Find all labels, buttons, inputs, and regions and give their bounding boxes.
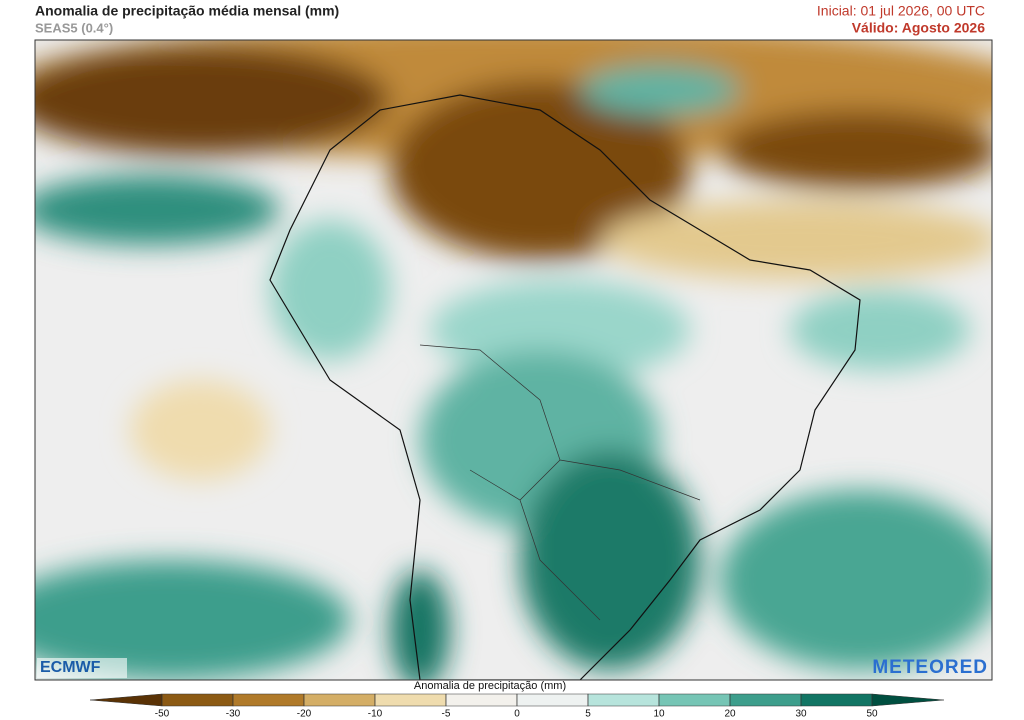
initial-date: Inicial: 01 jul 2026, 00 UTC — [817, 3, 985, 19]
logo-meteored: METEORED — [872, 657, 988, 678]
subtitle: SEAS5 (0.4°) — [35, 20, 113, 35]
colorbar-arrow-left — [89, 693, 163, 707]
colorbar: -50 -30 -20 -10 -5 0 5 10 20 30 50 — [89, 693, 945, 720]
colorbar-tick-label: 30 — [795, 709, 807, 720]
colorbar-segment — [587, 693, 660, 707]
colorbar-segment — [445, 693, 518, 707]
colorbar-segment — [516, 693, 589, 707]
valid-date: Válido: Agosto 2026 — [852, 20, 986, 36]
colorbar-tick-label: 0 — [514, 709, 520, 720]
colorbar-segment — [374, 693, 447, 707]
colorbar-tick-label: 50 — [866, 709, 878, 720]
logo-ecmwf: ECMWF — [40, 659, 101, 676]
colorbar-segment — [800, 693, 873, 707]
colorbar-segment — [303, 693, 376, 707]
borders — [419, 344, 701, 621]
map: ECMWF METEORED — [35, 40, 992, 680]
colorbar-arrow-right — [871, 693, 945, 707]
colorbar-tick-label: 5 — [585, 709, 591, 720]
colorbar-segment — [729, 693, 802, 707]
colorbar-tick-label: -30 — [226, 709, 241, 720]
logo-bg — [37, 658, 127, 678]
colorbar-segment — [232, 693, 305, 707]
colorbar-tick-label: 10 — [653, 709, 665, 720]
title: Anomalia de precipitação média mensal (m… — [35, 3, 339, 19]
colorbar-label: Anomalia de precipitação (mm) — [414, 680, 566, 692]
colorbar-segment — [658, 693, 731, 707]
colorbar-tick-label: -50 — [155, 709, 170, 720]
anomaly-field — [35, 40, 992, 680]
map-frame — [34, 39, 993, 681]
colorbar-tick-label: -10 — [368, 709, 383, 720]
colorbar-segment — [161, 693, 234, 707]
colorbar-tick-label: 20 — [724, 709, 736, 720]
colorbar-tick-label: -5 — [442, 709, 451, 720]
continent-outline — [269, 94, 861, 680]
colorbar-tick-label: -20 — [297, 709, 312, 720]
